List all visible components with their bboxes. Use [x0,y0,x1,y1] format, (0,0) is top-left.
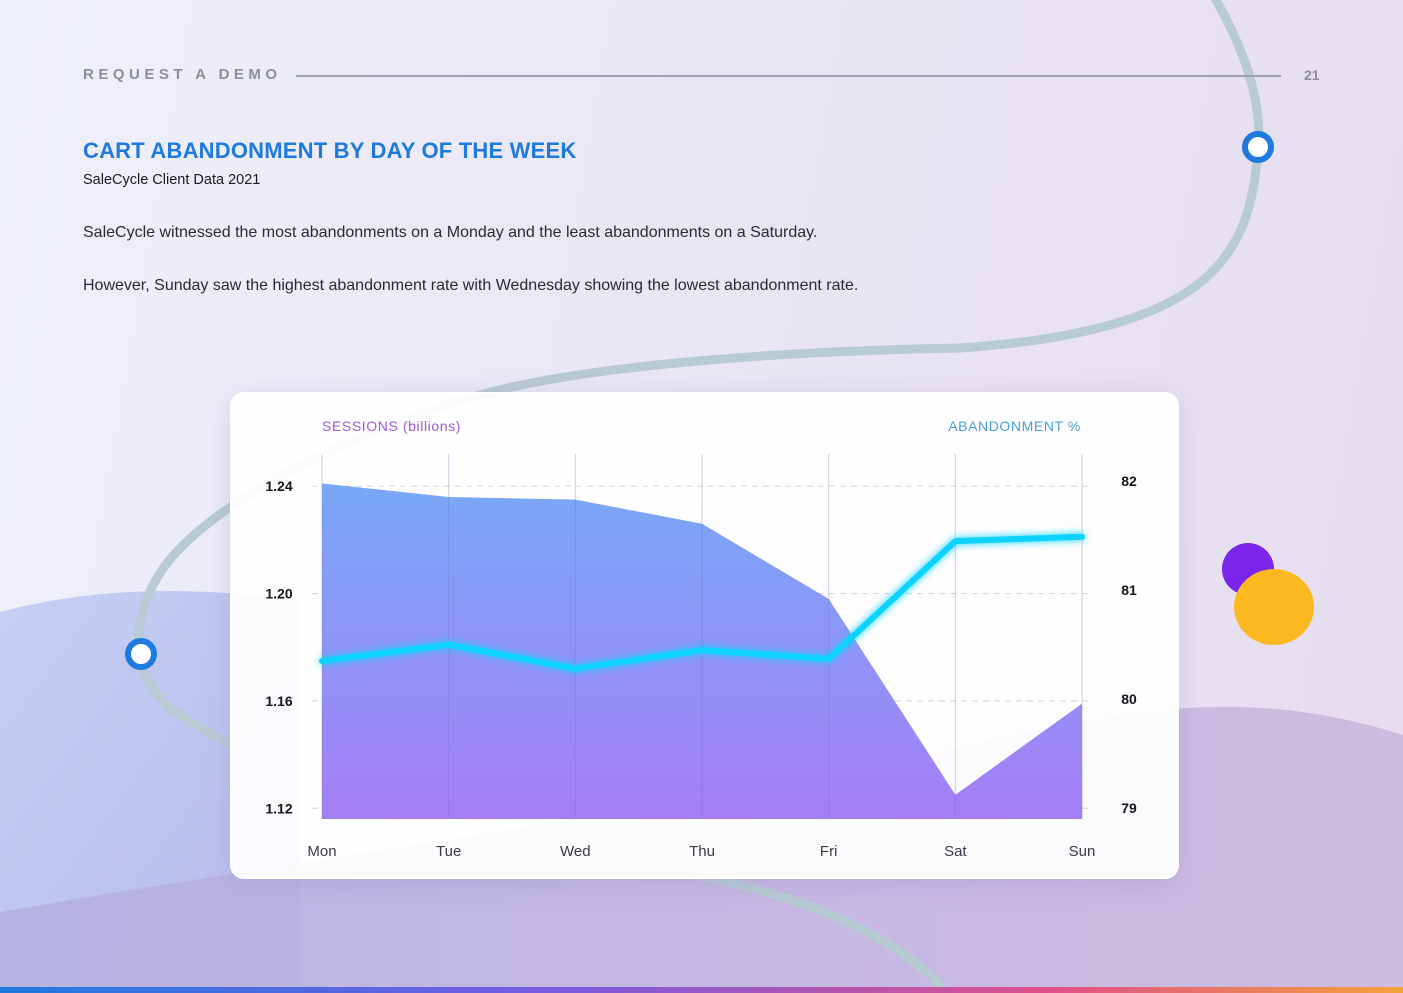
section-title: CART ABANDONMENT BY DAY OF THE WEEK [83,138,577,163]
x-tick-label: Wed [560,843,591,860]
x-tick-label: Fri [820,843,838,860]
right-tick-label: 79 [1121,800,1137,816]
x-tick-label: Sat [944,843,967,860]
request-demo-link[interactable]: REQUEST A DEMO [83,66,282,83]
chart-card: SESSIONS (billions) ABANDONMENT % 1.24 1.… [230,392,1179,879]
right-tick-label: 80 [1121,691,1137,707]
right-tick-label: 81 [1121,582,1137,598]
paragraph-most-least: SaleCycle witnessed the most abandonment… [83,224,818,241]
x-tick-label: Thu [689,843,715,860]
x-tick-label: Sun [1069,843,1096,860]
abandonment-line [319,533,1085,672]
paragraph-highest-lowest-rate: However, Sunday saw the highest abandonm… [83,277,859,294]
x-tick-label: Mon [307,843,336,860]
page-number: 21 [1304,67,1320,83]
chart: 1.24 1.20 1.16 1.12 82 81 80 79 Mon Tue Wed Thu Fri S… [265,454,1137,860]
right-axis-title: ABANDONMENT % [948,418,1081,434]
decorative-dot-yellow [1234,569,1314,645]
section-subtitle: SaleCycle Client Data 2021 [83,172,261,188]
left-tick-label: 1.16 [265,693,292,709]
header-divider [296,75,1281,77]
left-tick-label: 1.20 [265,586,292,602]
curve-node-left [125,638,157,670]
bottom-gradient-stripe [0,987,1403,993]
left-tick-label: 1.24 [265,478,292,494]
right-tick-label: 82 [1121,473,1137,489]
x-tick-label: Tue [436,843,461,860]
left-axis-title: SESSIONS (billions) [322,418,461,434]
curve-node-top-right [1242,131,1274,163]
left-tick-label: 1.12 [265,800,292,816]
